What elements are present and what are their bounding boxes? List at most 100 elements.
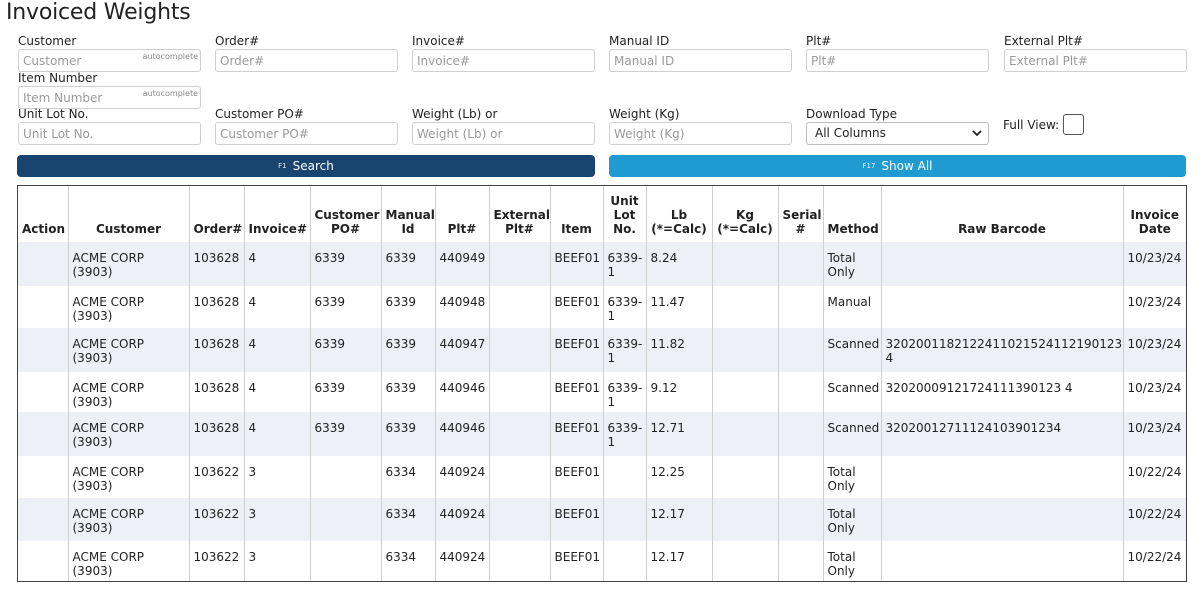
table-cell: 6339 xyxy=(309,242,381,286)
table-cell: 6334 xyxy=(380,456,435,498)
customer-po-input[interactable] xyxy=(215,122,398,145)
table-cell: ACME CORP (3903) xyxy=(67,412,189,456)
table-row[interactable]: ACME CORP (3903) 103628 4 6339 6339 440946 BEE… xyxy=(18,372,1186,412)
table-cell: 6339 xyxy=(309,372,381,412)
table-row[interactable]: ACME CORP (3903) 103628 4 6339 6339 440947 BEE… xyxy=(18,328,1186,372)
table-cell xyxy=(777,328,823,372)
table-row[interactable]: ACME CORP (3903) 103622 3 6334 440924 BEEF01 1… xyxy=(18,541,1186,581)
table-cell: 9.12 xyxy=(645,372,712,412)
table-cell xyxy=(18,456,68,498)
plt-input[interactable] xyxy=(806,49,989,72)
weight-lb-label: Weight (Lb) or xyxy=(412,107,498,121)
table-cell xyxy=(488,498,550,541)
table-cell xyxy=(309,498,381,541)
col-header[interactable]: Customer PO# xyxy=(309,186,381,242)
table-cell: 6334 xyxy=(380,541,435,581)
plt-filter: Plt# xyxy=(806,35,989,72)
item-number-input[interactable] xyxy=(18,86,201,109)
table-cell xyxy=(777,286,823,328)
col-header[interactable]: Customer xyxy=(67,186,189,242)
table-cell xyxy=(777,242,823,286)
table-cell xyxy=(18,286,68,328)
unit-lot-input[interactable] xyxy=(18,122,201,145)
table-row[interactable]: ACME CORP (3903) 103622 3 6334 440924 BEEF01 1… xyxy=(18,498,1186,541)
show-all-shortcut-key: F17 xyxy=(862,162,876,170)
table-cell: Scanned xyxy=(822,328,881,372)
table-row[interactable]: ACME CORP (3903) 103628 4 6339 6339 440946 BEE… xyxy=(18,412,1186,456)
table-cell xyxy=(602,456,646,498)
search-button-label: Search xyxy=(292,159,334,173)
table-row[interactable]: ACME CORP (3903) 103622 3 6334 440924 BEEF01 1… xyxy=(18,456,1186,498)
col-header[interactable]: Invoice# xyxy=(243,186,310,242)
col-header[interactable]: Item xyxy=(549,186,603,242)
table-cell xyxy=(602,498,646,541)
col-header[interactable]: External Plt# xyxy=(488,186,550,242)
weight-lb-input[interactable] xyxy=(412,122,595,145)
table-cell: BEEF01 xyxy=(549,286,603,328)
table-cell: 3 xyxy=(243,456,310,498)
table-cell xyxy=(18,372,68,412)
table-cell: 10/22/24 xyxy=(1122,498,1186,541)
customer-filter: Customer autocomplete xyxy=(18,35,201,72)
col-header[interactable]: Serial # xyxy=(777,186,823,242)
customer-po-label: Customer PO# xyxy=(215,107,304,121)
table-cell: 3 xyxy=(243,541,310,581)
results-table-container: Action Customer Order# Invoice# Customer… xyxy=(17,185,1187,582)
table-cell: ACME CORP (3903) xyxy=(67,328,189,372)
table-cell xyxy=(711,372,778,412)
table-cell: 6339 xyxy=(309,412,381,456)
col-header[interactable]: Kg (*=Calc) xyxy=(711,186,778,242)
table-cell: 6339 xyxy=(309,286,381,328)
weight-lb-filter: Weight (Lb) or xyxy=(412,108,595,145)
plt-label: Plt# xyxy=(806,34,832,48)
table-cell xyxy=(777,498,823,541)
show-all-button[interactable]: F17 Show All xyxy=(609,155,1186,177)
table-cell: 12.25 xyxy=(645,456,712,498)
results-table: Action Customer Order# Invoice# Customer… xyxy=(18,186,1186,581)
full-view-checkbox[interactable] xyxy=(1063,114,1084,135)
table-cell xyxy=(880,456,1123,498)
order-input[interactable] xyxy=(215,49,398,72)
table-cell xyxy=(777,372,823,412)
invoice-input[interactable] xyxy=(412,49,595,72)
table-cell: 3 xyxy=(243,498,310,541)
col-header[interactable]: Order# xyxy=(188,186,244,242)
col-header[interactable]: Manual Id xyxy=(380,186,435,242)
table-cell: 12.17 xyxy=(645,541,712,581)
table-cell: 4 xyxy=(243,242,310,286)
table-cell xyxy=(488,286,550,328)
table-cell: 6339 xyxy=(380,242,435,286)
table-row[interactable]: ACME CORP (3903) 103628 4 6339 6339 440948 BEE… xyxy=(18,286,1186,328)
manual-id-input[interactable] xyxy=(609,49,792,72)
table-cell xyxy=(711,498,778,541)
table-cell: 4 xyxy=(243,286,310,328)
order-label: Order# xyxy=(215,34,260,48)
table-cell: 4 xyxy=(243,412,310,456)
col-header[interactable]: Unit Lot No. xyxy=(602,186,646,242)
table-cell: 3202001182122411021524112190123 4 xyxy=(880,328,1123,372)
table-cell xyxy=(488,412,550,456)
table-row[interactable]: ACME CORP (3903) 103628 4 6339 6339 440949 BEE… xyxy=(18,242,1186,286)
table-cell: 8.24 xyxy=(645,242,712,286)
col-header[interactable]: Invoice Date xyxy=(1122,186,1186,242)
table-cell: BEEF01 xyxy=(549,328,603,372)
col-header[interactable]: Method xyxy=(822,186,881,242)
customer-input[interactable] xyxy=(18,49,201,72)
col-header[interactable]: Raw Barcode xyxy=(880,186,1123,242)
table-cell: 440949 xyxy=(434,242,489,286)
col-header[interactable]: Plt# xyxy=(434,186,489,242)
table-cell: 6339 xyxy=(380,286,435,328)
table-cell: 10/23/24 xyxy=(1122,286,1186,328)
search-button[interactable]: F1 Search xyxy=(17,155,595,177)
col-header[interactable]: Action xyxy=(18,186,68,242)
external-plt-input[interactable] xyxy=(1004,49,1187,72)
table-cell: 103628 xyxy=(188,412,244,456)
table-cell: 12.71 xyxy=(645,412,712,456)
download-type-select[interactable]: All Columns xyxy=(806,122,989,145)
weight-kg-input[interactable] xyxy=(609,122,792,145)
table-cell xyxy=(18,328,68,372)
col-header[interactable]: Lb (*=Calc) xyxy=(645,186,712,242)
table-cell: 103628 xyxy=(188,286,244,328)
manual-id-label: Manual ID xyxy=(609,34,670,48)
table-cell: Scanned xyxy=(822,412,881,456)
